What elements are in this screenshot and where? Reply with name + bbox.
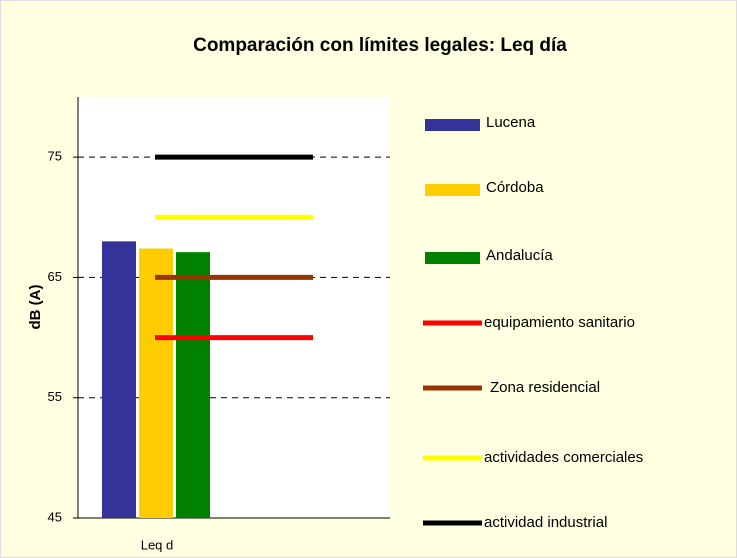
legend-swatch [425,119,480,131]
legend-label: actividades comerciales [484,449,643,466]
legend-label: Zona residencial [490,379,600,396]
legend-swatch [425,252,480,264]
bar [139,248,173,518]
y-tick-label: 75 [48,149,62,164]
y-tick-label: 55 [48,389,62,404]
legend-label: Córdoba [486,179,544,196]
y-tick-label: 65 [48,269,62,284]
legend-swatch [425,184,480,196]
y-tick-label: 45 [48,509,62,524]
y-axis-label: dB (A) [27,285,44,330]
legend-label: Andalucía [486,247,553,264]
bar [176,252,210,518]
chart-title: Comparación con límites legales: Leq día [193,35,567,56]
x-tick-label: Leq d [141,537,174,552]
legend-label: equipamiento sanitario [484,314,635,331]
legend-label: Lucena [486,114,536,131]
legend-label: actividad industrial [484,514,607,531]
bar [102,241,136,519]
